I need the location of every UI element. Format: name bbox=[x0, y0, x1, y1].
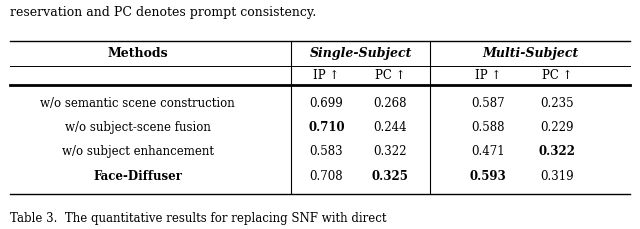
Text: 0.593: 0.593 bbox=[469, 170, 506, 183]
Text: IP ↑: IP ↑ bbox=[474, 69, 501, 82]
Text: 0.708: 0.708 bbox=[310, 170, 343, 183]
Text: PC ↑: PC ↑ bbox=[375, 69, 406, 82]
Text: 0.244: 0.244 bbox=[374, 121, 407, 134]
Text: 0.587: 0.587 bbox=[471, 97, 504, 109]
Text: Single-Subject: Single-Subject bbox=[310, 47, 412, 60]
Text: Face-Diffuser: Face-Diffuser bbox=[93, 170, 182, 183]
Text: Table 3.  The quantitative results for replacing SNF with direct: Table 3. The quantitative results for re… bbox=[10, 212, 386, 225]
Text: 0.322: 0.322 bbox=[374, 145, 407, 158]
Text: 0.268: 0.268 bbox=[374, 97, 407, 109]
Text: 0.319: 0.319 bbox=[540, 170, 573, 183]
Text: IP ↑: IP ↑ bbox=[313, 69, 340, 82]
Text: 0.471: 0.471 bbox=[471, 145, 504, 158]
Text: Methods: Methods bbox=[108, 47, 168, 60]
Text: 0.710: 0.710 bbox=[308, 121, 345, 134]
Text: reservation and PC denotes prompt consistency.: reservation and PC denotes prompt consis… bbox=[10, 6, 316, 19]
Text: w/o subject enhancement: w/o subject enhancement bbox=[61, 145, 214, 158]
Text: 0.588: 0.588 bbox=[471, 121, 504, 134]
Text: 0.235: 0.235 bbox=[540, 97, 573, 109]
Text: Multi-Subject: Multi-Subject bbox=[482, 47, 579, 60]
Text: 0.325: 0.325 bbox=[372, 170, 409, 183]
Text: PC ↑: PC ↑ bbox=[541, 69, 572, 82]
Text: 0.699: 0.699 bbox=[310, 97, 343, 109]
Text: w/o subject-scene fusion: w/o subject-scene fusion bbox=[65, 121, 211, 134]
Text: 0.322: 0.322 bbox=[538, 145, 575, 158]
Text: w/o semantic scene construction: w/o semantic scene construction bbox=[40, 97, 235, 109]
Text: 0.229: 0.229 bbox=[540, 121, 573, 134]
Text: 0.583: 0.583 bbox=[310, 145, 343, 158]
